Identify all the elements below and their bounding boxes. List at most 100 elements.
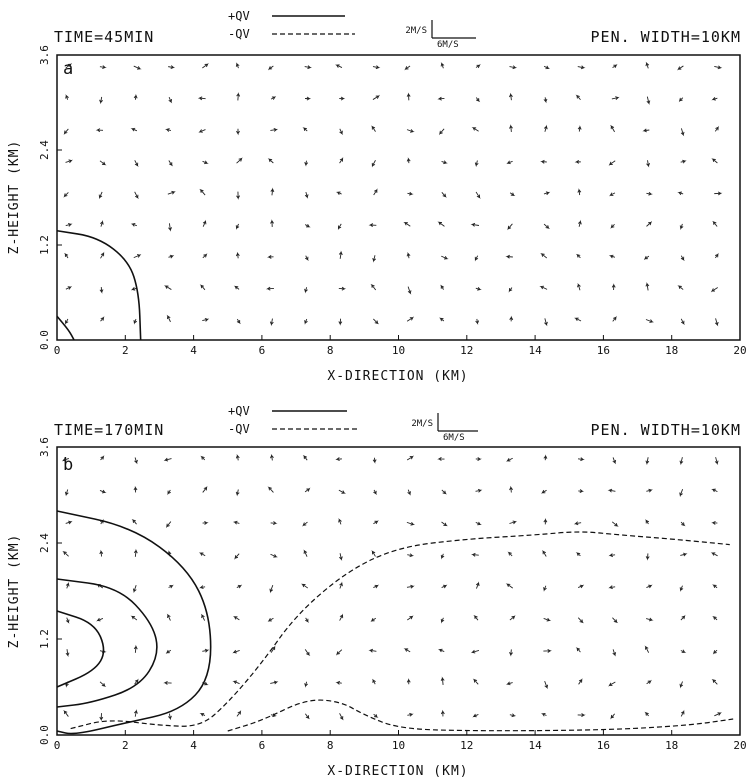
y-tick-label: 0.0 xyxy=(38,725,51,745)
wind-vector xyxy=(406,157,411,164)
wind-vector xyxy=(714,65,723,70)
x-tick-label: 10 xyxy=(392,739,405,752)
positive-qv-contour xyxy=(56,229,142,341)
pen-width-label: PEN. WIDTH=10KM xyxy=(591,421,741,439)
wind-vector xyxy=(714,125,719,132)
wind-vector xyxy=(440,62,445,69)
wind-vector xyxy=(165,649,172,655)
wind-vector xyxy=(470,222,480,227)
wind-vector xyxy=(166,314,171,323)
wind-vector xyxy=(62,551,69,557)
wind-vector xyxy=(407,712,414,717)
x-tick-label: 8 xyxy=(327,344,334,357)
wind-vector xyxy=(509,520,517,525)
scale-horizontal-label: 6M/S xyxy=(437,40,459,50)
wind-vector xyxy=(612,63,618,69)
wind-vector xyxy=(168,584,174,589)
wind-vector xyxy=(714,457,719,465)
wind-vector xyxy=(368,223,377,228)
wind-vector xyxy=(680,318,685,325)
wind-vector xyxy=(406,521,416,526)
wind-vector xyxy=(166,613,171,621)
wind-vector xyxy=(471,127,479,132)
wind-vector xyxy=(505,254,513,259)
x-tick-label: 12 xyxy=(460,739,473,752)
wind-vector xyxy=(133,253,142,259)
wind-vector xyxy=(471,552,479,557)
wind-vector xyxy=(575,647,581,653)
wind-vector xyxy=(234,553,240,560)
wind-vector xyxy=(64,252,69,259)
wind-vector xyxy=(99,96,103,105)
wind-vector xyxy=(99,681,107,687)
wind-vector xyxy=(370,617,377,623)
wind-vector xyxy=(373,188,378,196)
wind-vector xyxy=(644,711,649,717)
wind-vector xyxy=(608,681,616,687)
wind-vector xyxy=(300,583,309,589)
wind-vector xyxy=(338,489,347,494)
wind-vector xyxy=(678,97,684,103)
wind-vector xyxy=(134,457,138,465)
wind-vector xyxy=(303,549,308,557)
x-tick-label: 6 xyxy=(259,739,266,752)
wind-vector xyxy=(712,616,718,621)
wind-vector xyxy=(232,649,240,654)
x-tick-label: 0 xyxy=(54,344,61,357)
x-tick-label: 18 xyxy=(665,739,678,752)
wind-vector xyxy=(677,285,684,290)
wind-vector xyxy=(509,92,513,101)
wind-vector xyxy=(406,584,415,589)
wind-vector xyxy=(541,489,547,494)
wind-vector xyxy=(304,191,309,199)
wind-vector xyxy=(440,617,445,624)
wind-vector xyxy=(373,584,379,589)
x-axis-label: X-DIRECTION (KM) xyxy=(327,764,468,779)
vector-scale: 2M/S 6M/S xyxy=(411,413,478,443)
wind-vector xyxy=(304,160,309,167)
wind-vector xyxy=(575,253,581,259)
wind-vector xyxy=(475,63,481,69)
vector-field xyxy=(61,453,722,722)
wind-vector xyxy=(236,318,241,325)
wind-vector xyxy=(506,457,513,462)
wind-vector xyxy=(304,713,310,720)
contours xyxy=(56,510,734,735)
wind-vector xyxy=(133,644,138,653)
pen-width-label: PEN. WIDTH=10KM xyxy=(591,28,741,46)
wind-vector xyxy=(437,457,445,461)
wind-vector xyxy=(406,92,411,101)
wind-vector xyxy=(98,191,103,200)
wind-vector xyxy=(509,614,516,621)
wind-vector xyxy=(371,125,376,132)
wind-vector xyxy=(714,318,719,327)
wind-vector xyxy=(65,520,73,525)
wind-vector xyxy=(441,192,447,198)
wind-vector xyxy=(235,223,240,230)
wind-vector xyxy=(99,287,104,294)
wind-vector xyxy=(406,455,414,461)
y-tick-label: 2.4 xyxy=(38,533,51,553)
wind-vector xyxy=(475,521,482,526)
wind-vector xyxy=(371,678,376,685)
wind-vector xyxy=(65,159,73,164)
wind-vector xyxy=(270,187,275,196)
wind-vector xyxy=(198,129,206,133)
y-ticks: 0.0 1.2 2.4 3.6 xyxy=(38,437,62,745)
wind-vector xyxy=(404,65,411,71)
wind-vector xyxy=(339,713,344,721)
negative-qv-contour xyxy=(70,531,730,730)
wind-vector xyxy=(406,129,415,133)
wind-vector xyxy=(711,96,718,101)
wind-vector xyxy=(679,681,684,689)
y-tick-label: 1.2 xyxy=(38,629,51,649)
wind-vector xyxy=(235,62,240,69)
wind-vector xyxy=(646,160,650,168)
y-tick-label: 2.4 xyxy=(38,140,51,160)
wind-vector xyxy=(65,617,70,624)
wind-vector xyxy=(608,160,616,166)
wind-vector xyxy=(302,521,308,527)
wind-vector xyxy=(437,221,445,227)
wind-vector xyxy=(133,93,138,100)
